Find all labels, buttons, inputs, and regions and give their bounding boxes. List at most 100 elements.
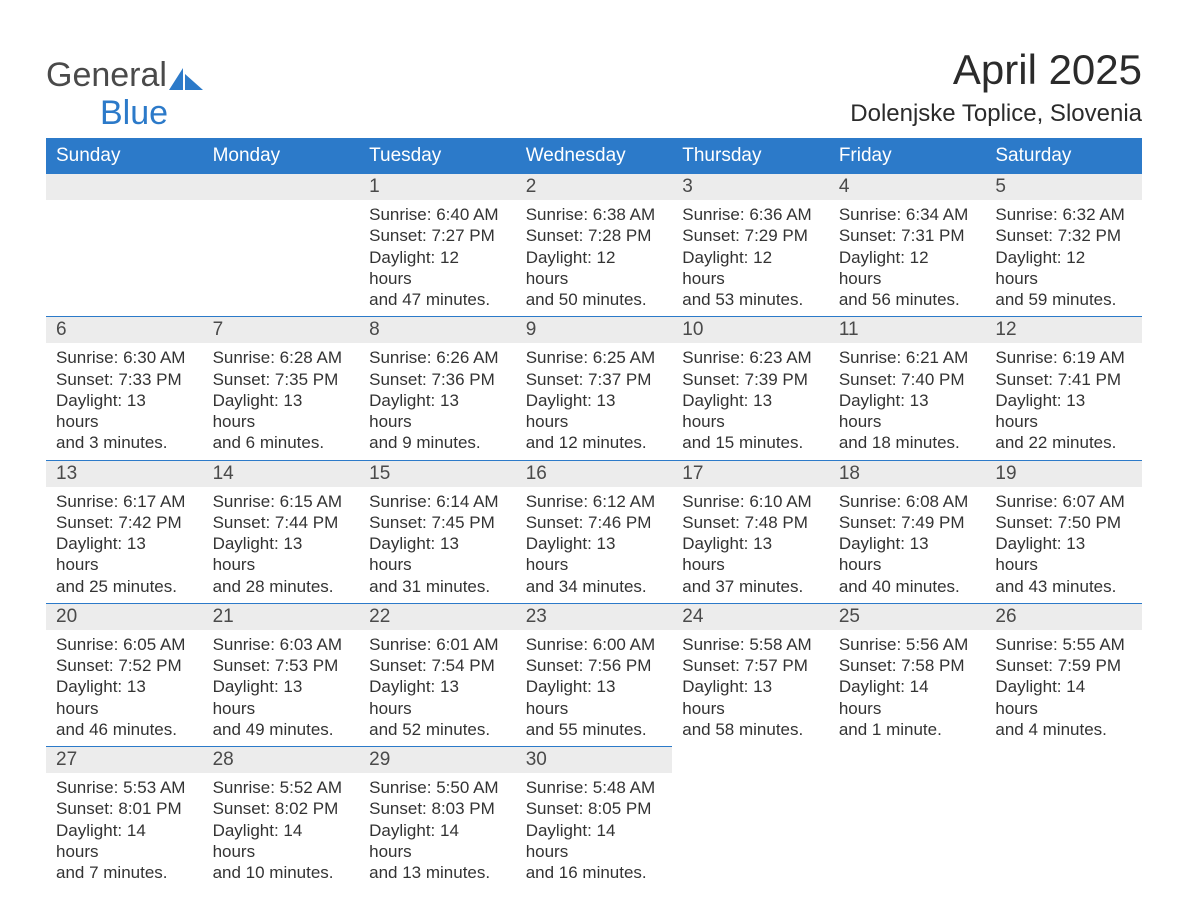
calendar-cell: [672, 746, 829, 889]
day-number: 18: [829, 460, 986, 487]
day-body: Sunrise: 5:58 AMSunset: 7:57 PMDaylight:…: [672, 630, 829, 746]
calendar-cell: 8Sunrise: 6:26 AMSunset: 7:36 PMDaylight…: [359, 316, 516, 459]
day-number: 16: [516, 460, 673, 487]
daylight-line-1: Daylight: 13 hours: [682, 390, 819, 433]
sunrise-line: Sunrise: 5:56 AM: [839, 634, 976, 655]
sunset-line: Sunset: 7:33 PM: [56, 369, 193, 390]
sunrise-line: Sunrise: 6:38 AM: [526, 204, 663, 225]
daylight-line-2: and 16 minutes.: [526, 862, 663, 883]
weekday-header: Saturday: [985, 139, 1142, 174]
sunrise-line: Sunrise: 6:19 AM: [995, 347, 1132, 368]
daylight-line-2: and 58 minutes.: [682, 719, 819, 740]
sunset-line: Sunset: 7:52 PM: [56, 655, 193, 676]
daylight-line-2: and 12 minutes.: [526, 432, 663, 453]
calendar-cell: 28Sunrise: 5:52 AMSunset: 8:02 PMDayligh…: [203, 746, 360, 889]
day-number: 13: [46, 460, 203, 487]
sunset-line: Sunset: 8:02 PM: [213, 798, 350, 819]
daylight-line-1: Daylight: 13 hours: [995, 533, 1132, 576]
location: Dolenjske Toplice, Slovenia: [850, 100, 1142, 128]
sunrise-line: Sunrise: 5:52 AM: [213, 777, 350, 798]
day-body: Sunrise: 6:38 AMSunset: 7:28 PMDaylight:…: [516, 200, 673, 316]
daylight-line-2: and 55 minutes.: [526, 719, 663, 740]
calendar-cell: [203, 173, 360, 316]
day-body: Sunrise: 6:19 AMSunset: 7:41 PMDaylight:…: [985, 343, 1142, 459]
day-body: Sunrise: 6:26 AMSunset: 7:36 PMDaylight:…: [359, 343, 516, 459]
sunrise-line: Sunrise: 5:55 AM: [995, 634, 1132, 655]
day-body: Sunrise: 6:15 AMSunset: 7:44 PMDaylight:…: [203, 487, 360, 603]
day-body: Sunrise: 6:07 AMSunset: 7:50 PMDaylight:…: [985, 487, 1142, 603]
daylight-line-2: and 59 minutes.: [995, 289, 1132, 310]
calendar-cell: 15Sunrise: 6:14 AMSunset: 7:45 PMDayligh…: [359, 460, 516, 603]
sunset-line: Sunset: 7:28 PM: [526, 225, 663, 246]
calendar-cell: 2Sunrise: 6:38 AMSunset: 7:28 PMDaylight…: [516, 173, 673, 316]
sunset-line: Sunset: 7:41 PM: [995, 369, 1132, 390]
logo-text-general: General: [46, 56, 167, 94]
daylight-line-1: Daylight: 14 hours: [526, 820, 663, 863]
calendar-cell: 17Sunrise: 6:10 AMSunset: 7:48 PMDayligh…: [672, 460, 829, 603]
calendar-cell: 26Sunrise: 5:55 AMSunset: 7:59 PMDayligh…: [985, 603, 1142, 746]
day-number: 14: [203, 460, 360, 487]
sunset-line: Sunset: 7:56 PM: [526, 655, 663, 676]
day-body: Sunrise: 6:12 AMSunset: 7:46 PMDaylight:…: [516, 487, 673, 603]
sunset-line: Sunset: 7:54 PM: [369, 655, 506, 676]
calendar-week: 27Sunrise: 5:53 AMSunset: 8:01 PMDayligh…: [46, 746, 1142, 889]
day-number: 17: [672, 460, 829, 487]
weekday-header: Friday: [829, 139, 986, 174]
sunset-line: Sunset: 7:44 PM: [213, 512, 350, 533]
empty-day: [46, 173, 203, 200]
sunrise-line: Sunrise: 6:26 AM: [369, 347, 506, 368]
calendar-cell: 30Sunrise: 5:48 AMSunset: 8:05 PMDayligh…: [516, 746, 673, 889]
sunset-line: Sunset: 7:35 PM: [213, 369, 350, 390]
daylight-line-1: Daylight: 12 hours: [682, 247, 819, 290]
day-body: Sunrise: 6:10 AMSunset: 7:48 PMDaylight:…: [672, 487, 829, 603]
day-number: 23: [516, 603, 673, 630]
header: General Blue April 2025 Dolenjske Toplic…: [46, 46, 1142, 138]
calendar-cell: 4Sunrise: 6:34 AMSunset: 7:31 PMDaylight…: [829, 173, 986, 316]
sunset-line: Sunset: 7:39 PM: [682, 369, 819, 390]
day-number: 8: [359, 316, 516, 343]
day-body: Sunrise: 5:52 AMSunset: 8:02 PMDaylight:…: [203, 773, 360, 889]
day-number: 7: [203, 316, 360, 343]
sunset-line: Sunset: 7:58 PM: [839, 655, 976, 676]
sunrise-line: Sunrise: 6:21 AM: [839, 347, 976, 368]
daylight-line-2: and 9 minutes.: [369, 432, 506, 453]
calendar-cell: 24Sunrise: 5:58 AMSunset: 7:57 PMDayligh…: [672, 603, 829, 746]
daylight-line-2: and 10 minutes.: [213, 862, 350, 883]
daylight-line-2: and 7 minutes.: [56, 862, 193, 883]
daylight-line-1: Daylight: 13 hours: [682, 533, 819, 576]
sunset-line: Sunset: 7:27 PM: [369, 225, 506, 246]
sunrise-line: Sunrise: 6:30 AM: [56, 347, 193, 368]
day-body: Sunrise: 6:30 AMSunset: 7:33 PMDaylight:…: [46, 343, 203, 459]
sunrise-line: Sunrise: 6:36 AM: [682, 204, 819, 225]
calendar-cell: 9Sunrise: 6:25 AMSunset: 7:37 PMDaylight…: [516, 316, 673, 459]
sunrise-line: Sunrise: 6:14 AM: [369, 491, 506, 512]
day-number: 29: [359, 746, 516, 773]
calendar-cell: 20Sunrise: 6:05 AMSunset: 7:52 PMDayligh…: [46, 603, 203, 746]
calendar-cell: 16Sunrise: 6:12 AMSunset: 7:46 PMDayligh…: [516, 460, 673, 603]
calendar-cell: 29Sunrise: 5:50 AMSunset: 8:03 PMDayligh…: [359, 746, 516, 889]
day-body: Sunrise: 6:00 AMSunset: 7:56 PMDaylight:…: [516, 630, 673, 746]
daylight-line-1: Daylight: 13 hours: [839, 390, 976, 433]
day-number: 28: [203, 746, 360, 773]
calendar-cell: 25Sunrise: 5:56 AMSunset: 7:58 PMDayligh…: [829, 603, 986, 746]
daylight-line-2: and 18 minutes.: [839, 432, 976, 453]
daylight-line-1: Daylight: 13 hours: [682, 676, 819, 719]
day-body: Sunrise: 6:25 AMSunset: 7:37 PMDaylight:…: [516, 343, 673, 459]
day-body: Sunrise: 5:50 AMSunset: 8:03 PMDaylight:…: [359, 773, 516, 889]
day-number: 26: [985, 603, 1142, 630]
daylight-line-1: Daylight: 14 hours: [369, 820, 506, 863]
daylight-line-2: and 15 minutes.: [682, 432, 819, 453]
daylight-line-1: Daylight: 13 hours: [369, 676, 506, 719]
sunrise-line: Sunrise: 6:40 AM: [369, 204, 506, 225]
sunrise-line: Sunrise: 6:34 AM: [839, 204, 976, 225]
sunset-line: Sunset: 7:53 PM: [213, 655, 350, 676]
sunset-line: Sunset: 7:57 PM: [682, 655, 819, 676]
daylight-line-2: and 47 minutes.: [369, 289, 506, 310]
sunset-line: Sunset: 8:03 PM: [369, 798, 506, 819]
weekday-header: Tuesday: [359, 139, 516, 174]
day-number: 12: [985, 316, 1142, 343]
calendar-week: 1Sunrise: 6:40 AMSunset: 7:27 PMDaylight…: [46, 173, 1142, 316]
calendar-cell: 13Sunrise: 6:17 AMSunset: 7:42 PMDayligh…: [46, 460, 203, 603]
calendar-cell: 12Sunrise: 6:19 AMSunset: 7:41 PMDayligh…: [985, 316, 1142, 459]
daylight-line-2: and 53 minutes.: [682, 289, 819, 310]
